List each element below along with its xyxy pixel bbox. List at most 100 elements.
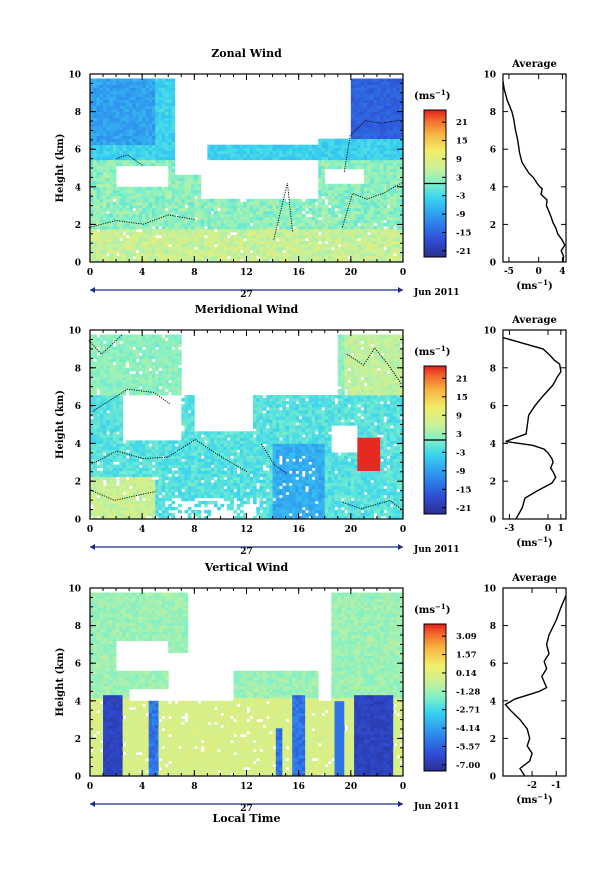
heatmap-cell: [103, 78, 107, 82]
heatmap-cell: [174, 195, 179, 200]
heatmap-cell: [207, 246, 212, 251]
heatmap-cell: [367, 213, 371, 218]
heatmap-cell: [181, 216, 185, 221]
heatmap-cell: [230, 222, 234, 227]
heatmap-cell: [116, 398, 120, 402]
heatmap-cell: [178, 231, 182, 236]
heatmap-cell: [178, 183, 182, 188]
heatmap-cell: [122, 373, 127, 378]
heatmap-cell: [279, 213, 283, 218]
heatmap-cell: [103, 171, 107, 176]
heatmap-cell: [116, 425, 120, 429]
heatmap-cell: [103, 410, 107, 414]
heatmap-cell: [168, 249, 172, 254]
heatmap-cell: [308, 228, 313, 233]
heatmap-cell: [106, 464, 110, 468]
heatmap-cell: [148, 207, 153, 212]
heatmap-cell: [213, 207, 218, 212]
heatmap-cell: [207, 147, 212, 152]
heatmap-cell: [318, 195, 322, 200]
heatmap-cell: [106, 413, 110, 417]
heatmap-cell: [393, 168, 397, 173]
heatmap-cell: [168, 123, 172, 128]
heatmap-cell: [103, 428, 107, 432]
heatmap-cell: [314, 222, 319, 227]
heatmap-cell: [145, 210, 150, 215]
heatmap-cell: [399, 165, 404, 170]
heatmap-cell: [239, 153, 244, 158]
heatmap-cell: [119, 111, 123, 116]
heatmap-cell: [321, 225, 326, 230]
heatmap-cell: [269, 147, 273, 152]
heatmap-cell: [135, 485, 140, 490]
heatmap-cell: [142, 515, 146, 520]
heatmap-cell: [138, 258, 143, 263]
heatmap-cell: [116, 81, 120, 85]
heatmap-cell: [236, 144, 241, 149]
heatmap-cell: [396, 174, 401, 179]
heatmap-cell: [213, 255, 218, 260]
heatmap-cell: [171, 186, 176, 191]
heatmap-cell: [298, 153, 303, 158]
heatmap-cell: [282, 219, 287, 224]
heatmap-cell: [99, 201, 104, 206]
heatmap-cell: [103, 204, 107, 209]
heatmap-cell: [116, 111, 120, 116]
heatmap-cell: [295, 237, 300, 242]
heatmap-cell: [328, 219, 332, 224]
heatmap-cell: [129, 461, 133, 465]
heatmap-cell: [275, 249, 280, 254]
heatmap-cell: [119, 153, 123, 158]
heatmap-cell: [262, 210, 267, 215]
heatmap-cell: [318, 225, 322, 230]
heatmap-cell: [380, 123, 384, 128]
heatmap-cell: [132, 240, 137, 245]
heatmap-cell: [386, 216, 391, 221]
heatmap-cell: [380, 195, 384, 200]
heatmap-cell: [373, 183, 378, 188]
heatmap-cell: [122, 237, 127, 242]
heatmap-cell: [383, 177, 388, 182]
heatmap-cell: [226, 201, 231, 206]
heatmap-cell: [360, 96, 365, 100]
heatmap-cell: [171, 219, 176, 224]
heatmap-cell: [161, 81, 166, 85]
heatmap-cell: [109, 225, 114, 230]
heatmap-cell: [96, 470, 101, 475]
heatmap-cell: [168, 132, 172, 137]
heatmap-cell: [383, 174, 388, 179]
heatmap-cell: [285, 144, 290, 149]
heatmap-cell: [341, 165, 345, 170]
heatmap-cell: [93, 470, 97, 475]
heatmap-cell: [168, 204, 172, 209]
heatmap-cell: [399, 102, 404, 106]
heatmap-cell: [376, 147, 381, 152]
heatmap-cell: [279, 240, 283, 245]
heatmap-cell: [106, 183, 110, 188]
heatmap-cell: [386, 249, 391, 254]
heatmap-cell: [370, 192, 375, 197]
heatmap-cell: [321, 243, 326, 248]
heatmap-cell: [233, 216, 238, 221]
heatmap-cell: [103, 93, 107, 97]
heatmap-cell: [187, 195, 192, 200]
heatmap-cell: [350, 240, 355, 245]
heatmap-cell: [389, 210, 394, 215]
heatmap-cell: [363, 195, 368, 200]
heatmap-cell: [148, 228, 153, 233]
heatmap-cell: [96, 138, 101, 143]
heatmap-cell: [109, 117, 114, 122]
heatmap-cell: [103, 401, 107, 405]
heatmap-cell: [363, 138, 368, 143]
heatmap-cell: [125, 159, 130, 164]
heatmap-cell: [314, 240, 319, 245]
heatmap-cell: [210, 201, 215, 206]
heatmap-cell: [253, 210, 257, 215]
heatmap-cell: [376, 234, 381, 239]
heatmap-cell: [357, 225, 362, 230]
heatmap-cell: [106, 485, 110, 490]
heatmap-cell: [132, 388, 137, 393]
heatmap-cell: [295, 249, 300, 254]
heatmap-cell: [354, 162, 358, 167]
heatmap-cell: [138, 467, 143, 472]
